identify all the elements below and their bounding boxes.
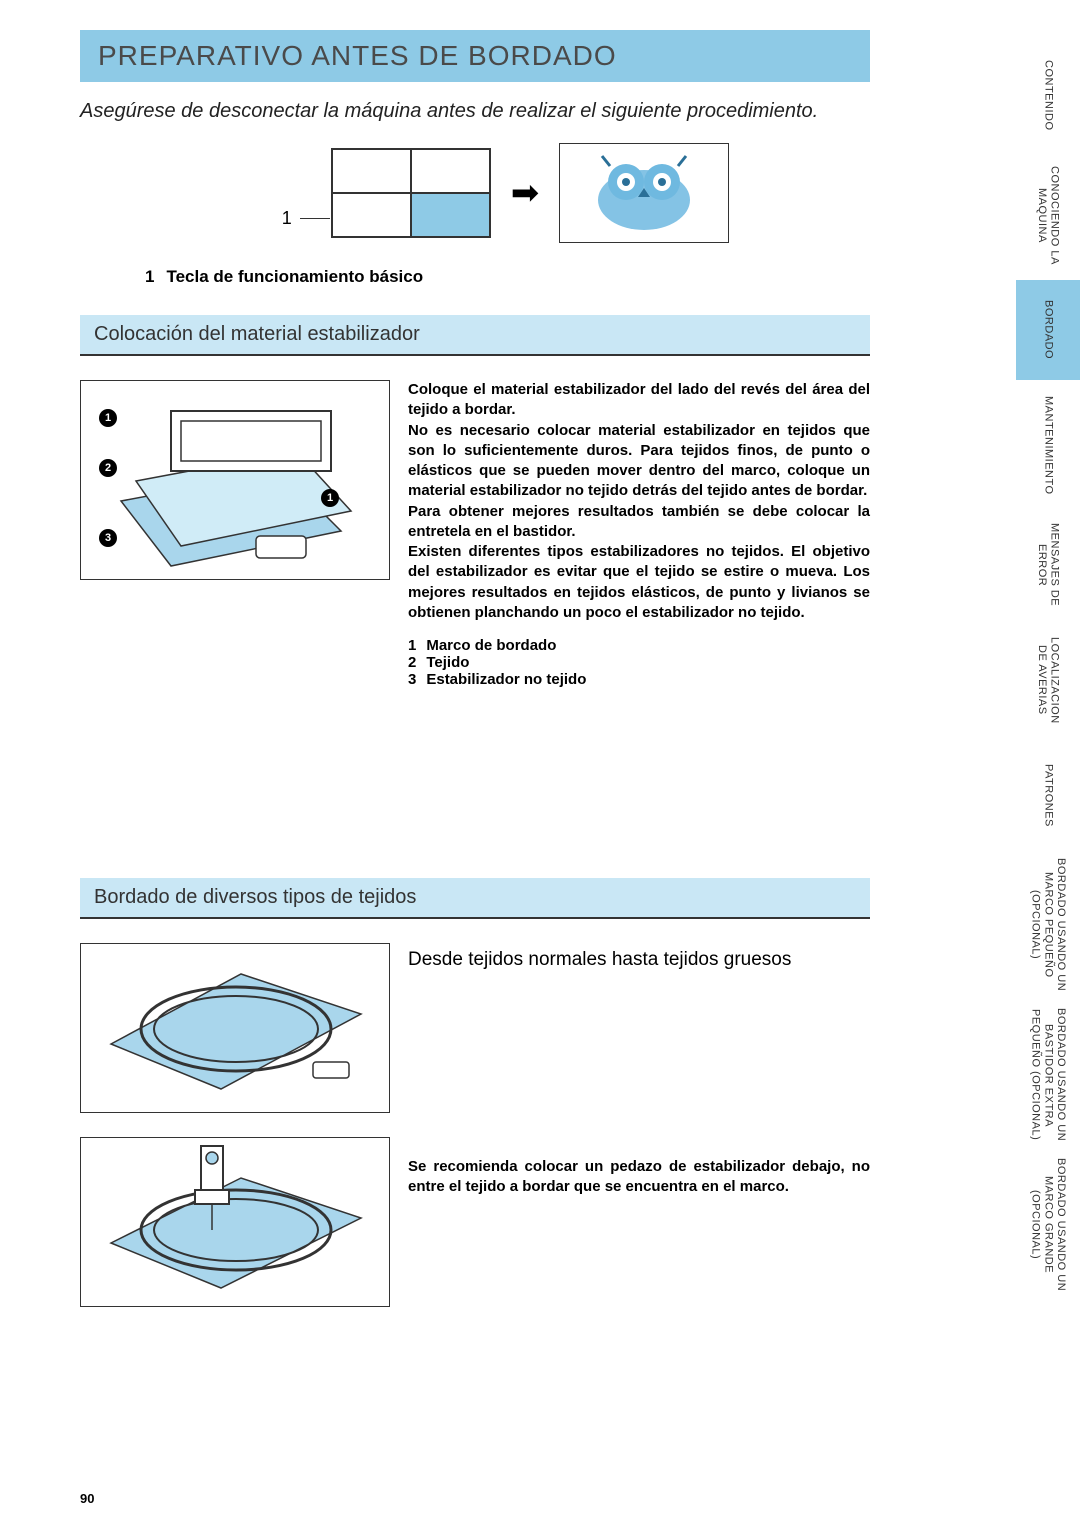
arrow-icon: ➡	[511, 173, 540, 213]
callout-1b: 1	[321, 489, 339, 507]
side-tab[interactable]: CONTENIDO	[1016, 40, 1080, 150]
side-tab[interactable]: LOCALIZACION DE AVERIAS	[1016, 620, 1080, 740]
figure-callout-1: 1	[282, 208, 292, 229]
side-tabs: CONTENIDOCONOCIENDO LA MAQUINABORDADOMAN…	[1016, 40, 1080, 1300]
warning-text: Asegúrese de desconectar la máquina ante…	[80, 100, 870, 123]
side-tab[interactable]: MANTENIMIENTO	[1016, 380, 1080, 510]
list-item: 2Tejido	[408, 654, 870, 671]
figure-owl	[559, 143, 729, 243]
side-tab[interactable]: PATRONES	[1016, 740, 1080, 850]
page-title: PREPARATIVO ANTES DE BORDADO	[80, 30, 870, 82]
diagram-machine-hoop	[80, 1137, 390, 1307]
figure-keypad: 1	[331, 148, 491, 238]
figure-row: 1 ➡	[190, 143, 870, 243]
callout-1: 1	[99, 409, 117, 427]
list-item: 3Estabilizador no tejido	[408, 671, 870, 688]
diagram-fabric-hoop	[80, 943, 390, 1113]
caption-text: Tecla de funcionamiento básico	[166, 267, 423, 287]
side-tab[interactable]: CONOCIENDO LA MAQUINA	[1016, 150, 1080, 280]
page-number: 90	[80, 1491, 94, 1506]
figure-caption-list: 1 Tecla de funcionamiento básico	[145, 267, 870, 287]
caption-num: 1	[145, 267, 154, 287]
section1-list: 1Marco de bordado2Tejido3Estabilizador n…	[408, 637, 870, 688]
section1-body: Coloque el material estabilizador del la…	[408, 380, 870, 623]
side-tab[interactable]: BORDADO USANDO UN MARCO GRANDE (OPCIONAL…	[1016, 1150, 1080, 1300]
callout-3: 3	[99, 529, 117, 547]
section2-subcaption: Desde tejidos normales hasta tejidos gru…	[408, 949, 791, 971]
side-tab[interactable]: BORDADO	[1016, 280, 1080, 380]
section2-body: Se recomienda colocar un pedazo de estab…	[408, 1137, 870, 1198]
side-tab[interactable]: MENSAJES DE ERROR	[1016, 510, 1080, 620]
section1-heading: Colocación del material estabilizador	[80, 315, 870, 356]
callout-2: 2	[99, 459, 117, 477]
list-item: 1Marco de bordado	[408, 637, 870, 654]
section2-heading: Bordado de diversos tipos de tejidos	[80, 878, 870, 919]
side-tab[interactable]: BORDADO USANDO UN MARCO PEQUEÑO (OPCIONA…	[1016, 850, 1080, 1000]
diagram-stabilizer: 1 2 3 1	[80, 380, 390, 580]
side-tab[interactable]: BORDADO USANDO UN BASTIDOR EXTRA PEQUEÑO…	[1016, 1000, 1080, 1150]
